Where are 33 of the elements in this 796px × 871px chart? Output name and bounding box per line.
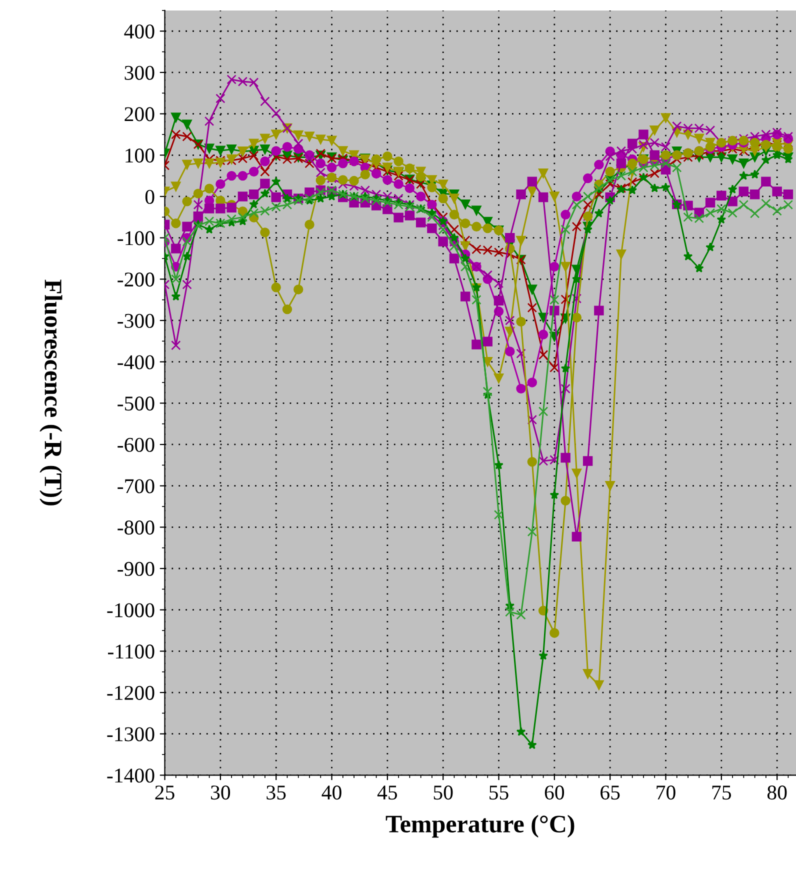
x-tick-label: 80 xyxy=(767,786,787,800)
x-axis-title: Temperature (°C) xyxy=(386,814,574,838)
x-tick-label: 50 xyxy=(434,786,453,800)
y-tick-label: -300 xyxy=(118,314,154,328)
y-tick-label: -600 xyxy=(118,438,154,452)
y-tick-label: -500 xyxy=(118,396,154,411)
y-tick-label: -1400 xyxy=(107,768,154,783)
y-tick-label: -1000 xyxy=(107,603,154,618)
y-tick-label: -400 xyxy=(118,355,154,370)
y-tick-label: -900 xyxy=(118,562,154,576)
x-tick-label: 70 xyxy=(656,786,676,800)
x-tick-label: 55 xyxy=(490,786,508,800)
x-tick-label: 60 xyxy=(544,786,564,800)
x-tick-label: 75 xyxy=(712,786,732,800)
y-tick-label: 400 xyxy=(124,24,154,39)
y-tick-label: -100 xyxy=(118,231,154,246)
y-tick-label: 0 xyxy=(145,190,154,204)
y-tick-label: -1300 xyxy=(107,727,154,742)
y-tick-label: -800 xyxy=(118,520,154,535)
y-axis-title: Fluorescence (-R (T)) xyxy=(40,280,62,506)
y-tick-label: -700 xyxy=(118,479,154,494)
x-tick-label: 30 xyxy=(211,786,230,800)
x-tick-label: 45 xyxy=(377,786,398,800)
y-tick-label: -1200 xyxy=(107,686,154,700)
x-tick-label: 40 xyxy=(322,786,342,800)
x-tick-label: 25 xyxy=(155,786,174,800)
y-tick-label: 200 xyxy=(124,107,154,122)
y-tick-label: 300 xyxy=(124,66,154,80)
y-tick-label: 100 xyxy=(126,148,154,163)
x-tick-label: 65 xyxy=(600,786,620,800)
y-tick-label: -1100 xyxy=(108,644,154,659)
x-tick-label: 35 xyxy=(266,786,286,800)
y-tick-label: -200 xyxy=(118,272,154,287)
